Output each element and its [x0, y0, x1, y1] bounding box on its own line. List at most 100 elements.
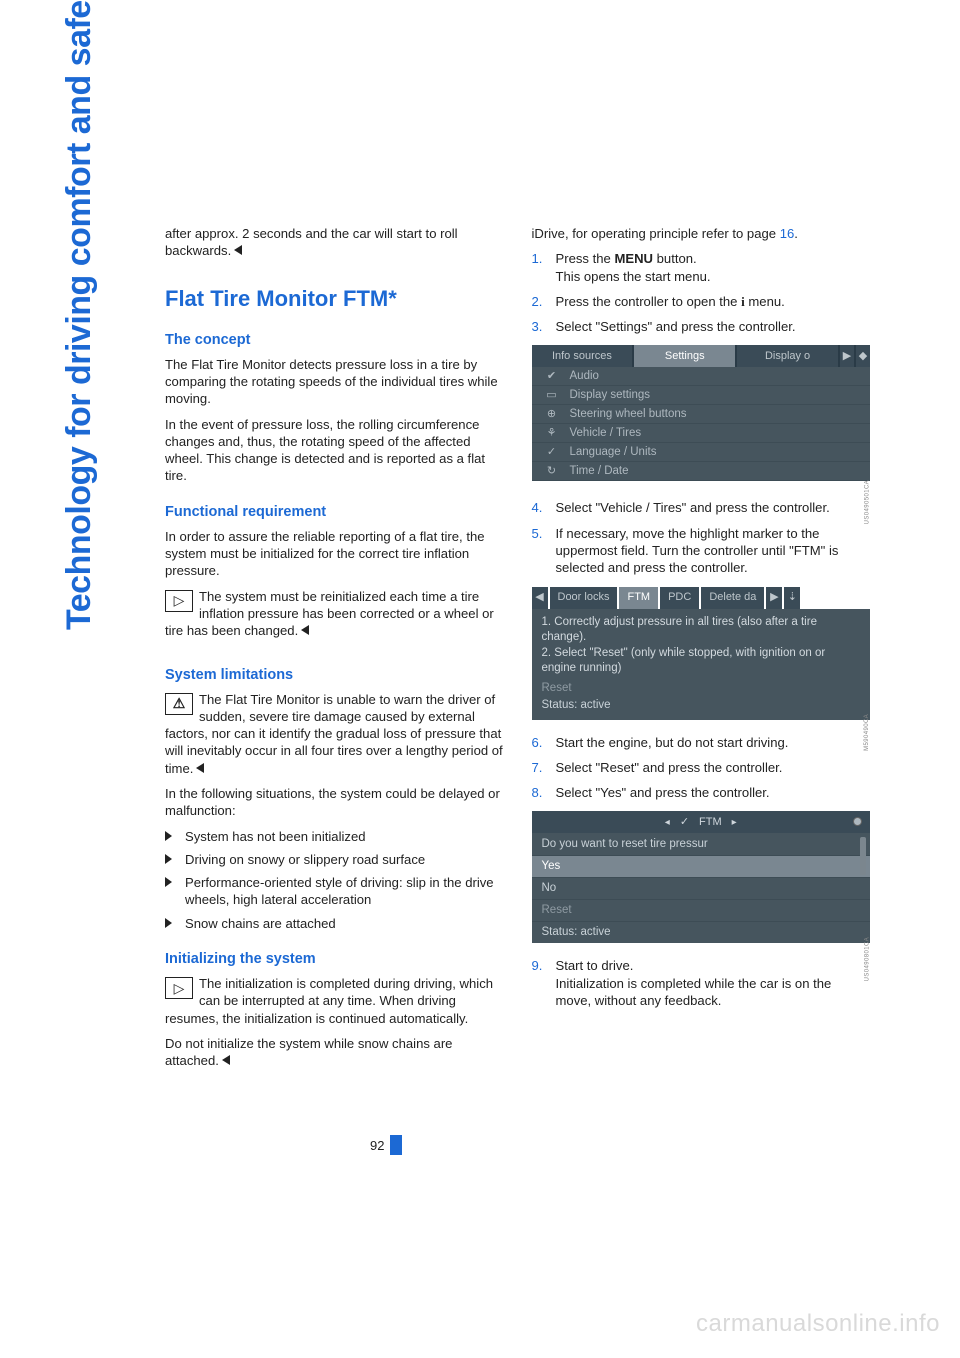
- continuation-text: after approx. 2 seconds and the car will…: [165, 225, 504, 260]
- screen-body: Do you want to reset tire pressur Yes No…: [532, 833, 871, 943]
- body-text: Do not initialize the system while snow …: [165, 1035, 504, 1070]
- reset-label: Reset: [542, 681, 861, 697]
- end-marker-icon: [234, 245, 242, 255]
- screen-body: 1. Correctly adjust pressure in all tire…: [532, 609, 871, 720]
- option-no: No: [532, 878, 871, 900]
- page-footer: 92: [370, 1135, 402, 1155]
- chevron-left-icon: ◂: [665, 816, 670, 829]
- ordered-steps: 6.Start the engine, but do not start dri…: [532, 734, 871, 802]
- end-marker-icon: [222, 1055, 230, 1065]
- tab-bar: ◀ Door locks FTM PDC Delete da ▶ ⇣: [532, 587, 871, 609]
- list-item: 4.Select "Vehicle / Tires" and press the…: [532, 499, 871, 516]
- language-icon: ✓: [544, 445, 560, 460]
- right-column: iDrive, for operating principle refer to…: [532, 225, 871, 1078]
- warning-icon: ⚠: [165, 693, 193, 715]
- figure-caption: US0490501CA: [864, 479, 872, 523]
- list-item: Snow chains are attached: [165, 915, 504, 932]
- option-yes: Yes: [532, 856, 871, 878]
- scrollbar: [860, 837, 866, 875]
- title-bar: ◂ ✓ FTM ▸: [532, 811, 871, 833]
- list-item: 3. Select "Settings" and press the contr…: [532, 318, 871, 335]
- reset-label: Reset: [532, 900, 871, 922]
- step-number: 9.: [532, 957, 556, 1009]
- menu-item: ⚘Vehicle / Tires: [532, 424, 871, 443]
- bullet-list: System has not been initialized Driving …: [165, 828, 504, 932]
- tab-active: FTM: [619, 587, 658, 609]
- end-marker-icon: [301, 625, 309, 635]
- chevron-right-icon: ▸: [732, 816, 737, 829]
- chevron-right-icon: ▶: [840, 345, 854, 367]
- watermark-text: carmanualsonline.info: [696, 1310, 940, 1338]
- step-number: 5.: [532, 525, 556, 577]
- chevron-right-icon: ▶: [766, 587, 782, 609]
- menu-item: ✔Audio: [532, 367, 871, 386]
- warning-block: ⚠ The Flat Tire Monitor is unable to war…: [165, 691, 504, 777]
- nav-dot-icon: ◆: [856, 345, 870, 367]
- screenshot-ftm-confirm: ◂ ✓ FTM ▸ Do you want to reset tire pres…: [532, 811, 871, 943]
- content-area: after approx. 2 seconds and the car will…: [165, 225, 870, 1078]
- menu-item: ✓Language / Units: [532, 443, 871, 462]
- step-number: 8.: [532, 784, 556, 801]
- page-marker-icon: [390, 1135, 402, 1155]
- list-item: System has not been initialized: [165, 828, 504, 845]
- body-text: The Flat Tire Monitor detects pressure l…: [165, 356, 504, 408]
- list-item: 7.Select "Reset" and press the controlle…: [532, 759, 871, 776]
- note-block: ▷ The system must be reinitialized each …: [165, 588, 504, 640]
- subsection-heading: The concept: [165, 331, 504, 350]
- step-number: 6.: [532, 734, 556, 751]
- steering-icon: ⊕: [544, 407, 560, 422]
- bullet-icon: [165, 874, 185, 909]
- subsection-heading: Initializing the system: [165, 950, 504, 969]
- menu-item: ⊕Steering wheel buttons: [532, 405, 871, 424]
- tab-active: Settings: [634, 345, 735, 367]
- menu-item: ↻Time / Date: [532, 462, 871, 481]
- check-icon: ✓: [680, 815, 689, 830]
- subsection-heading: System limitations: [165, 666, 504, 685]
- tab: PDC: [660, 587, 699, 609]
- list-item: Driving on snowy or slippery road surfac…: [165, 851, 504, 868]
- list-item: 9. Start to drive.Initialization is comp…: [532, 957, 871, 1009]
- step-number: 1.: [532, 250, 556, 285]
- figure-caption: M590490CA: [864, 714, 872, 751]
- ordered-steps: 1. Press the MENU button.This opens the …: [532, 250, 871, 335]
- vehicle-icon: ⚘: [544, 426, 560, 441]
- bullet-icon: [165, 915, 185, 932]
- menu-item: ▭Display settings: [532, 386, 871, 405]
- tab: Info sources: [532, 345, 633, 367]
- step-number: 4.: [532, 499, 556, 516]
- note-block: ▷ The initialization is completed during…: [165, 975, 504, 1027]
- tab: Delete da: [701, 587, 764, 609]
- page-ref-link[interactable]: 16: [780, 226, 795, 241]
- left-column: after approx. 2 seconds and the car will…: [165, 225, 504, 1078]
- status-label: Status: active: [532, 922, 871, 943]
- body-text: iDrive, for operating principle refer to…: [532, 225, 871, 242]
- step-number: 7.: [532, 759, 556, 776]
- side-section-heading: Technology for driving comfort and safet…: [60, 0, 99, 630]
- list-item: 6.Start the engine, but do not start dri…: [532, 734, 871, 751]
- tab: Display o: [737, 345, 838, 367]
- tab-bar: Info sources Settings Display o ▶ ◆: [532, 345, 871, 367]
- tab: Door locks: [550, 587, 618, 609]
- list-item: Performance-oriented style of driving: s…: [165, 874, 504, 909]
- subsection-heading: Functional requirement: [165, 503, 504, 522]
- step-number: 2.: [532, 293, 556, 310]
- menu-list: ✔Audio ▭Display settings ⊕Steering wheel…: [532, 367, 871, 481]
- bullet-icon: [165, 851, 185, 868]
- nav-dot-icon: [853, 817, 862, 826]
- step-number: 3.: [532, 318, 556, 335]
- screenshot-ftm-menu: ◀ Door locks FTM PDC Delete da ▶ ⇣ 1. Co…: [532, 587, 871, 720]
- page-number: 92: [370, 1138, 384, 1153]
- down-icon: ⇣: [784, 587, 800, 609]
- section-heading: Flat Tire Monitor FTM*: [165, 284, 504, 313]
- audio-icon: ✔: [544, 369, 560, 384]
- status-label: Status: active: [542, 698, 861, 714]
- list-item: 1. Press the MENU button.This opens the …: [532, 250, 871, 285]
- ordered-steps: 9. Start to drive.Initialization is comp…: [532, 957, 871, 1009]
- chevron-left-icon: ◀: [532, 587, 548, 609]
- display-icon: ▭: [544, 388, 560, 403]
- list-item: 2. Press the controller to open the i me…: [532, 293, 871, 310]
- list-item: 8.Select "Yes" and press the controller.: [532, 784, 871, 801]
- prompt-text: Do you want to reset tire pressur: [532, 833, 871, 855]
- list-item: 5.If necessary, move the highlight marke…: [532, 525, 871, 577]
- ordered-steps: 4.Select "Vehicle / Tires" and press the…: [532, 499, 871, 576]
